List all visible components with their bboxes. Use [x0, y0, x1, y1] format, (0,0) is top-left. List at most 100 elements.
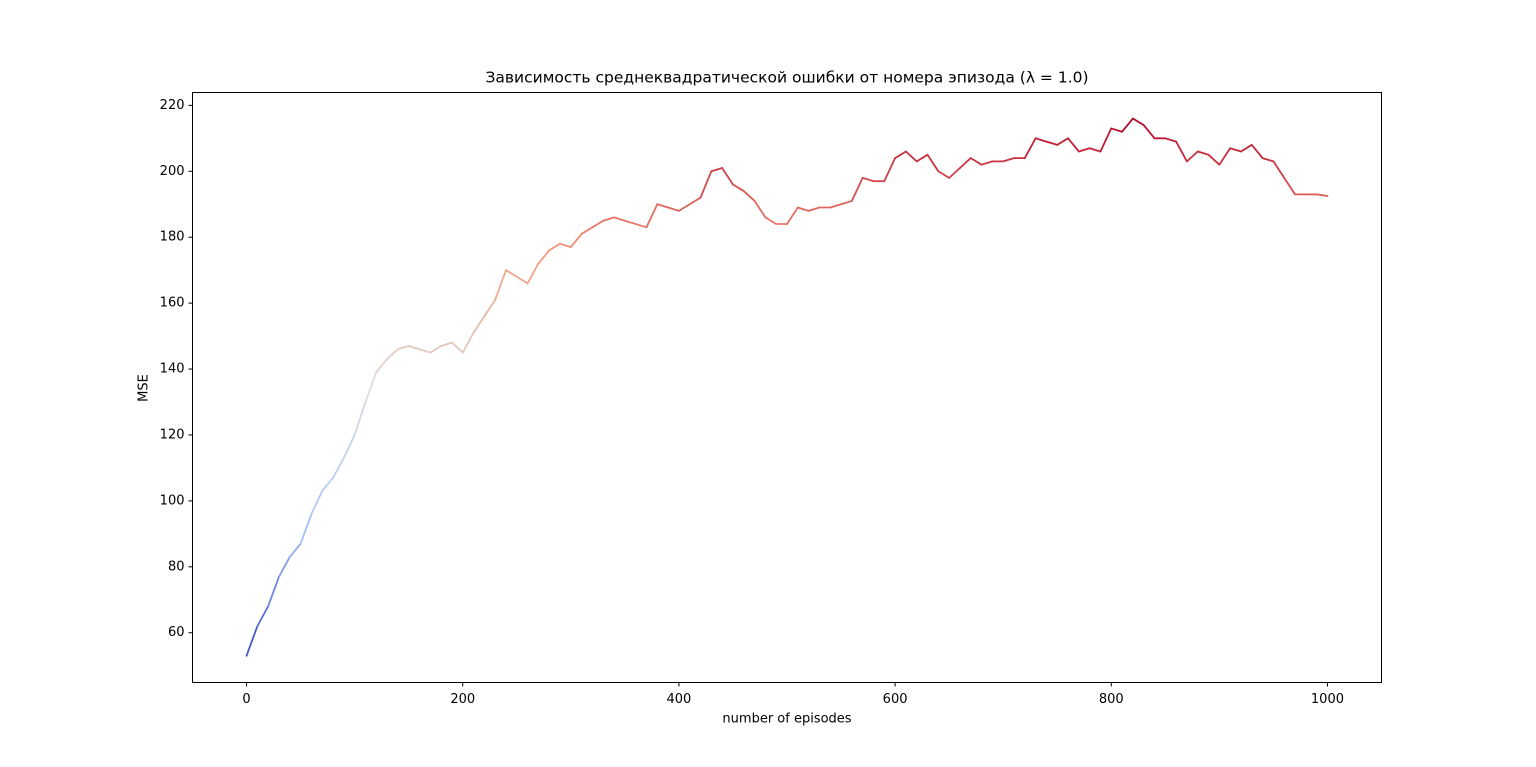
- line-segment: [483, 298, 497, 318]
- line-segment: [1175, 140, 1188, 163]
- line-segment: [645, 203, 659, 229]
- line-segment: [656, 203, 669, 209]
- line-segment: [1131, 117, 1145, 127]
- line-segment: [1056, 137, 1069, 146]
- line-segment: [796, 206, 810, 212]
- line-segment: [515, 275, 529, 285]
- line-segment: [267, 575, 280, 608]
- line-segment: [342, 434, 356, 459]
- line-segment: [332, 457, 345, 479]
- line-segment: [667, 206, 680, 212]
- line-segment: [1207, 153, 1221, 166]
- line-segment: [591, 219, 605, 229]
- line-segment: [753, 200, 767, 219]
- line-segment: [926, 153, 940, 173]
- line-segment: [959, 157, 972, 169]
- line-segment: [569, 233, 583, 248]
- line-segment: [905, 150, 918, 163]
- line-segment: [1240, 144, 1253, 153]
- line-segment: [937, 170, 951, 179]
- y-tick-label: 180: [160, 230, 185, 245]
- y-axis-label: MSE: [137, 374, 152, 402]
- line-segment: [288, 542, 302, 558]
- line-segment: [505, 269, 518, 278]
- y-tick-label: 80: [168, 559, 185, 574]
- line-segment: [764, 216, 778, 225]
- line-segment: [634, 223, 648, 229]
- y-tick-label: 140: [160, 362, 185, 377]
- line-segment: [1142, 124, 1156, 140]
- line-segment: [407, 345, 421, 351]
- line-segment: [1261, 157, 1275, 163]
- x-tick-label: 600: [883, 692, 908, 707]
- plot-area: [245, 117, 1329, 657]
- line-segment: [678, 203, 691, 212]
- line-segment: [429, 345, 443, 354]
- line-segment: [353, 401, 367, 436]
- line-segment: [688, 196, 702, 206]
- y-tick-label: 220: [160, 98, 185, 113]
- line-segment: [1121, 117, 1134, 133]
- line-segment: [1067, 137, 1080, 153]
- line-segment: [548, 242, 561, 252]
- line-segment: [710, 167, 724, 173]
- x-tick-label: 0: [242, 692, 250, 707]
- line-segment: [440, 341, 453, 347]
- line-segment: [948, 167, 961, 179]
- line-segment: [1272, 160, 1286, 179]
- line-segment: [850, 176, 864, 202]
- y-tick-label: 200: [160, 164, 185, 179]
- line-segment: [1229, 147, 1242, 153]
- line-segment: [721, 167, 734, 186]
- line-segment: [1283, 176, 1296, 196]
- line-segment: [623, 219, 637, 225]
- line-segment: [861, 176, 875, 183]
- line-segment: [580, 226, 594, 235]
- line-segment: [418, 348, 432, 354]
- line-segment: [613, 216, 626, 222]
- line-segment: [786, 206, 799, 225]
- line-segment: [321, 476, 334, 492]
- line-segment: [472, 315, 486, 334]
- line-segment: [829, 203, 842, 209]
- line-segment: [883, 157, 896, 183]
- line-segment: [732, 183, 745, 192]
- line-segment: [894, 150, 907, 159]
- line-segment: [699, 170, 713, 199]
- chart-title: Зависимость среднеквадратической ошибки …: [485, 69, 1088, 87]
- line-segment: [461, 331, 475, 354]
- line-segment: [1034, 137, 1048, 143]
- line-segment: [1077, 147, 1091, 153]
- line-segment: [396, 345, 410, 351]
- y-tick-label: 100: [160, 493, 185, 508]
- line-segment: [1196, 150, 1210, 156]
- line-segment: [1250, 144, 1264, 159]
- y-tick-label: 60: [168, 625, 185, 640]
- line-segment: [245, 625, 259, 657]
- line-segment: [1088, 147, 1102, 153]
- line-segment: [375, 358, 388, 374]
- line-segment: [1023, 137, 1037, 159]
- line-segment: [364, 371, 378, 403]
- line-segment: [526, 262, 540, 285]
- line-segment: [256, 605, 270, 628]
- x-tick-label: 400: [666, 692, 691, 707]
- line-segment: [1315, 193, 1329, 197]
- y-tick-label: 120: [160, 427, 185, 442]
- line-segment: [742, 190, 756, 202]
- x-tick-label: 200: [450, 692, 475, 707]
- line-segment: [1110, 127, 1123, 133]
- line-segment: [1099, 127, 1113, 153]
- line-segment: [1164, 137, 1178, 143]
- line-segment: [1045, 140, 1059, 146]
- line-segment: [299, 513, 313, 545]
- line-segment: [278, 556, 291, 578]
- y-tick-label: 160: [160, 296, 185, 311]
- line-segment: [537, 249, 551, 265]
- line-segment: [1186, 150, 1199, 163]
- line-segment: [969, 157, 983, 166]
- line-segment: [840, 200, 853, 206]
- line-segment: [310, 490, 324, 515]
